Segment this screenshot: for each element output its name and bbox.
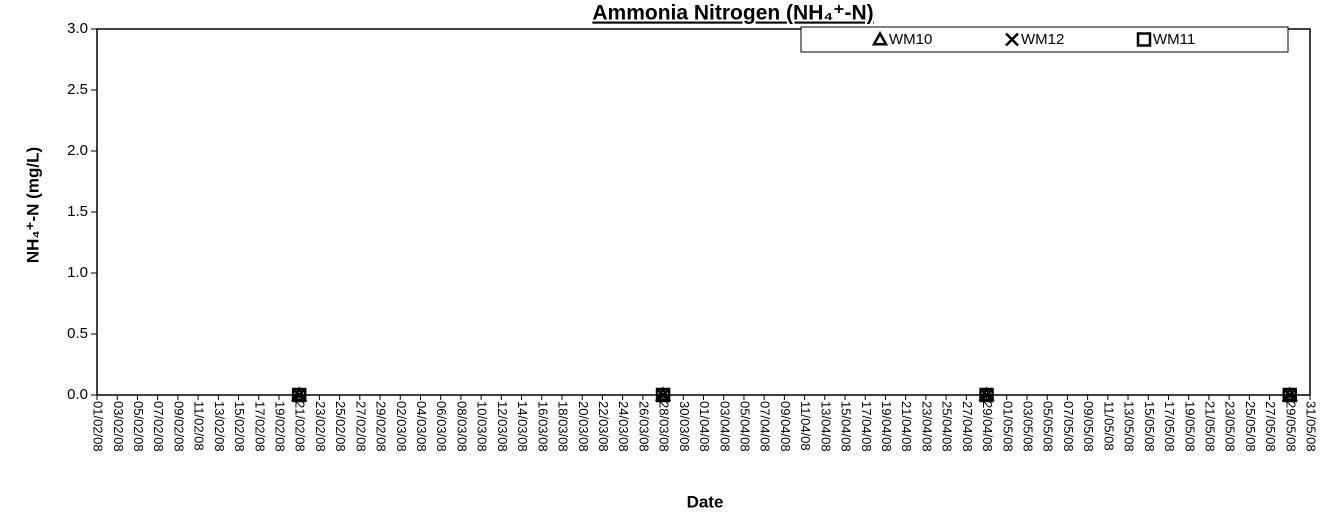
data-point (979, 387, 994, 403)
x-tick-label: 03/05/08 (1021, 401, 1036, 452)
legend-marker (871, 30, 889, 46)
y-tick-label: 1.5 (67, 203, 88, 220)
x-tick-label: 17/05/08 (1162, 401, 1177, 452)
x-tick-label: 26/03/08 (636, 401, 651, 452)
x-tick-label: 18/03/08 (556, 401, 571, 452)
plot-area (96, 28, 1311, 396)
x-tick-label: 02/03/08 (394, 401, 409, 452)
x-tick-label: 20/03/08 (576, 401, 591, 452)
x-tick-label: 09/05/08 (1081, 401, 1096, 452)
x-tick-label: 10/03/08 (475, 401, 490, 452)
x-tick-label: 27/04/08 (960, 401, 975, 452)
x-tick-label: 16/03/08 (535, 401, 550, 452)
x-tick-label: 07/04/08 (758, 401, 773, 452)
x-tick-label: 31/05/08 (1304, 401, 1319, 452)
x-tick-label: 14/03/08 (515, 401, 530, 452)
data-point (655, 387, 671, 403)
x-tick-label: 23/04/08 (919, 401, 934, 452)
data-point (292, 388, 307, 402)
x-axis-label: Date (687, 492, 724, 511)
x-tick-label: 12/03/08 (495, 401, 510, 452)
x-tick-label: 11/05/08 (1101, 401, 1116, 451)
x-tick-label: 23/05/08 (1223, 401, 1238, 452)
x-tick-label: 19/05/08 (1182, 401, 1197, 452)
x-tick-label: 01/02/08 (91, 401, 106, 452)
x-tick-label: 13/02/08 (212, 401, 227, 452)
y-tick-label: 0.0 (67, 386, 88, 403)
x-tick-label: 11/02/08 (192, 401, 207, 451)
y-tick-label: 2.5 (67, 81, 88, 98)
x-tick-label: 07/02/08 (151, 401, 166, 452)
x-tick-label: 25/02/08 (333, 401, 348, 452)
y-tick-label: 0.5 (67, 325, 88, 342)
y-tick-label: 1.0 (67, 264, 88, 281)
x-tick-label: 27/02/08 (353, 401, 368, 452)
x-tick-label: 15/04/08 (839, 401, 854, 452)
data-point (656, 388, 670, 402)
x-tick-label: 05/02/08 (131, 401, 146, 452)
x-tick-label: 03/04/08 (717, 401, 732, 452)
x-tick-label: 29/02/08 (374, 401, 389, 452)
x-tick-label: 25/04/08 (940, 401, 955, 452)
x-tick-label: 01/05/08 (1000, 401, 1015, 452)
y-tick-label: 2.0 (67, 142, 88, 159)
x-tick-label: 21/05/08 (1202, 401, 1217, 452)
x-tick-label: 29/05/08 (1283, 401, 1298, 452)
data-point (979, 388, 994, 402)
x-tick-label: 05/04/08 (737, 401, 752, 452)
data-point (291, 387, 307, 403)
x-tick-label: 24/03/08 (616, 401, 631, 452)
x-tick-label: 23/02/08 (313, 401, 328, 452)
x-tick-label: 27/05/08 (1263, 401, 1278, 452)
x-tick-label: 03/02/08 (111, 401, 126, 452)
x-tick-label: 21/04/08 (899, 401, 914, 452)
chart-title: Ammonia Nitrogen (NH₄⁺-N) (592, 2, 873, 25)
x-tick-label: 01/04/08 (697, 401, 712, 452)
x-tick-label: 17/04/08 (859, 401, 874, 452)
x-tick-label: 19/04/08 (879, 401, 894, 452)
x-tick-label: 22/03/08 (596, 401, 611, 452)
x-tick-label: 05/05/08 (1041, 401, 1056, 452)
x-tick-label: 28/03/08 (657, 401, 672, 452)
x-tick-label: 04/03/08 (414, 401, 429, 452)
x-tick-label: 08/03/08 (454, 401, 469, 452)
x-tick-label: 29/04/08 (980, 401, 995, 452)
x-tick-label: 13/04/08 (818, 401, 833, 452)
x-tick-label: 11/04/08 (798, 401, 813, 451)
y-axis-label: NH₄⁺-N (mg/L) (23, 147, 42, 263)
x-tick-label: 15/02/08 (232, 401, 247, 452)
x-tick-label: 06/03/08 (434, 401, 449, 452)
legend: WM10 WM12 WM11 (800, 26, 1289, 53)
x-tick-label: 07/05/08 (1061, 401, 1076, 452)
legend-marker (1005, 32, 1019, 47)
x-tick-label: 25/05/08 (1243, 401, 1258, 452)
x-tick-label: 21/02/08 (293, 401, 308, 452)
x-tick-label: 30/03/08 (677, 401, 692, 452)
legend-label: WM10 (889, 31, 932, 48)
legend-label: WM12 (1021, 31, 1064, 48)
x-tick-label: 15/05/08 (1142, 401, 1157, 452)
data-point (1282, 388, 1297, 402)
x-tick-label: 09/02/08 (171, 401, 186, 452)
legend-label: WM11 (1153, 31, 1195, 48)
data-point (1282, 387, 1298, 403)
x-tick-label: 13/05/08 (1122, 401, 1137, 452)
x-tick-label: 19/02/08 (273, 401, 288, 452)
x-tick-label: 09/04/08 (778, 401, 793, 452)
x-tick-label: 17/02/08 (252, 401, 267, 452)
y-tick-label: 3.0 (67, 20, 88, 37)
legend-marker (1136, 32, 1152, 47)
